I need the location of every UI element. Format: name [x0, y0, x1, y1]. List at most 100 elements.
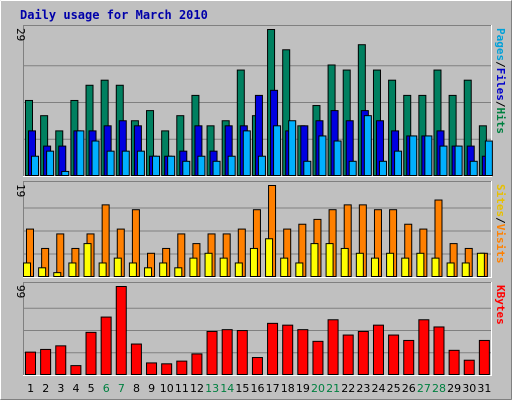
- panel-3: 99 KBytes: [14, 282, 507, 376]
- x-tick-label-26: 26: [402, 382, 416, 395]
- bar-kbytes-5: [85, 331, 97, 375]
- x-tick-label-20: 20: [311, 382, 325, 395]
- x-tick-label-1: 1: [27, 382, 34, 395]
- bar-sites-3: [53, 272, 62, 278]
- bar-pages-23: [363, 115, 372, 177]
- x-tick-label-12: 12: [190, 382, 204, 395]
- bar-kbytes-15: [236, 330, 248, 375]
- bar-kbytes-26: [403, 339, 415, 375]
- bar-sites-6: [98, 262, 107, 278]
- bar-sites-4: [68, 262, 77, 278]
- bar-sites-19: [295, 262, 304, 278]
- x-tick-label-19: 19: [296, 382, 310, 395]
- bar-kbytes-14: [221, 329, 233, 376]
- bar-kbytes-11: [176, 360, 188, 375]
- bar-sites-17: [265, 238, 274, 277]
- x-tick-label-27: 27: [417, 382, 431, 395]
- series-legend: Sites/Visits: [494, 184, 507, 264]
- x-tick-label-2: 2: [42, 382, 49, 395]
- series-legend: Pages/Files/Hits: [494, 28, 507, 134]
- bar-pages-20: [318, 135, 327, 176]
- bar-sites-5: [83, 243, 92, 278]
- x-tick-label-14: 14: [220, 382, 234, 395]
- bar-sites-10: [159, 262, 168, 278]
- legend-part: Files: [494, 68, 507, 101]
- x-tick-label-10: 10: [160, 382, 174, 395]
- bar-kbytes-2: [40, 348, 52, 375]
- bar-sites-12: [189, 257, 198, 278]
- bar-kbytes-23: [357, 330, 369, 375]
- bar-sites-2: [38, 267, 47, 278]
- bar-sites-28: [431, 257, 440, 278]
- bar-kbytes-3: [55, 345, 67, 376]
- x-tick-label-15: 15: [235, 382, 249, 395]
- bar-kbytes-21: [327, 319, 339, 376]
- bar-kbytes-4: [70, 365, 82, 376]
- bar-sites-11: [174, 267, 183, 278]
- bar-pages-18: [288, 120, 297, 176]
- legend-part: /: [494, 61, 507, 68]
- bar-pages-21: [333, 140, 342, 176]
- x-tick-label-3: 3: [57, 382, 64, 395]
- x-tick-label-11: 11: [175, 382, 189, 395]
- x-tick-label-30: 30: [462, 382, 476, 395]
- bar-sites-21: [325, 243, 334, 278]
- bar-kbytes-18: [282, 324, 294, 375]
- bar-sites-18: [280, 257, 289, 278]
- bar-kbytes-30: [463, 359, 475, 375]
- bar-kbytes-28: [433, 326, 445, 376]
- bar-kbytes-10: [161, 363, 173, 376]
- x-tick-label-22: 22: [341, 382, 355, 395]
- bar-kbytes-17: [267, 322, 279, 375]
- bar-pages-6: [106, 150, 115, 176]
- legend-part: /: [494, 217, 507, 224]
- legend-part: Hits: [494, 108, 507, 135]
- x-tick-label-24: 24: [372, 382, 386, 395]
- bar-kbytes-24: [372, 324, 384, 375]
- bar-kbytes-19: [297, 329, 309, 376]
- bar-sites-1: [23, 262, 31, 278]
- bar-sites-14: [219, 257, 228, 278]
- bar-visits-3: [56, 233, 65, 277]
- series-legend: KBytes: [494, 285, 507, 325]
- bar-pages-31: [484, 140, 493, 176]
- bar-pages-10: [167, 155, 176, 176]
- bar-pages-15: [242, 130, 251, 176]
- x-tick-label-6: 6: [103, 382, 110, 395]
- bar-pages-1: [31, 155, 39, 176]
- bar-pages-11: [182, 160, 191, 177]
- bar-kbytes-27: [418, 319, 430, 376]
- bar-kbytes-12: [191, 353, 203, 376]
- bar-pages-28: [439, 145, 448, 177]
- bar-pages-14: [227, 155, 236, 176]
- x-tick-label-4: 4: [72, 382, 79, 395]
- bar-sites-20: [310, 243, 319, 278]
- x-tick-label-16: 16: [251, 382, 265, 395]
- x-tick-label-28: 28: [432, 382, 446, 395]
- panel-2: 19 Sites/Visits: [14, 181, 507, 278]
- bar-kbytes-29: [448, 349, 460, 375]
- bar-kbytes-7: [115, 286, 127, 375]
- bar-kbytes-22: [342, 334, 354, 375]
- x-tick-label-9: 9: [148, 382, 155, 395]
- bar-sites-31: [476, 252, 485, 277]
- bar-pages-30: [469, 160, 478, 177]
- x-tick-label-13: 13: [205, 382, 219, 395]
- bar-sites-25: [386, 252, 395, 277]
- x-tick-label-18: 18: [281, 382, 295, 395]
- bar-pages-27: [424, 135, 433, 176]
- x-tick-label-31: 31: [477, 382, 491, 395]
- bar-kbytes-13: [206, 330, 218, 375]
- bar-sites-29: [446, 262, 455, 278]
- bar-kbytes-25: [388, 334, 400, 375]
- bar-pages-19: [303, 160, 312, 177]
- x-tick-label-7: 7: [118, 382, 125, 395]
- bar-sites-26: [401, 257, 410, 278]
- bar-sites-7: [113, 257, 122, 278]
- legend-part: Pages: [494, 28, 507, 61]
- x-tick-label-21: 21: [326, 382, 340, 395]
- bar-pages-4: [76, 130, 85, 176]
- bar-sites-15: [234, 262, 243, 278]
- bar-kbytes-1: [25, 351, 36, 375]
